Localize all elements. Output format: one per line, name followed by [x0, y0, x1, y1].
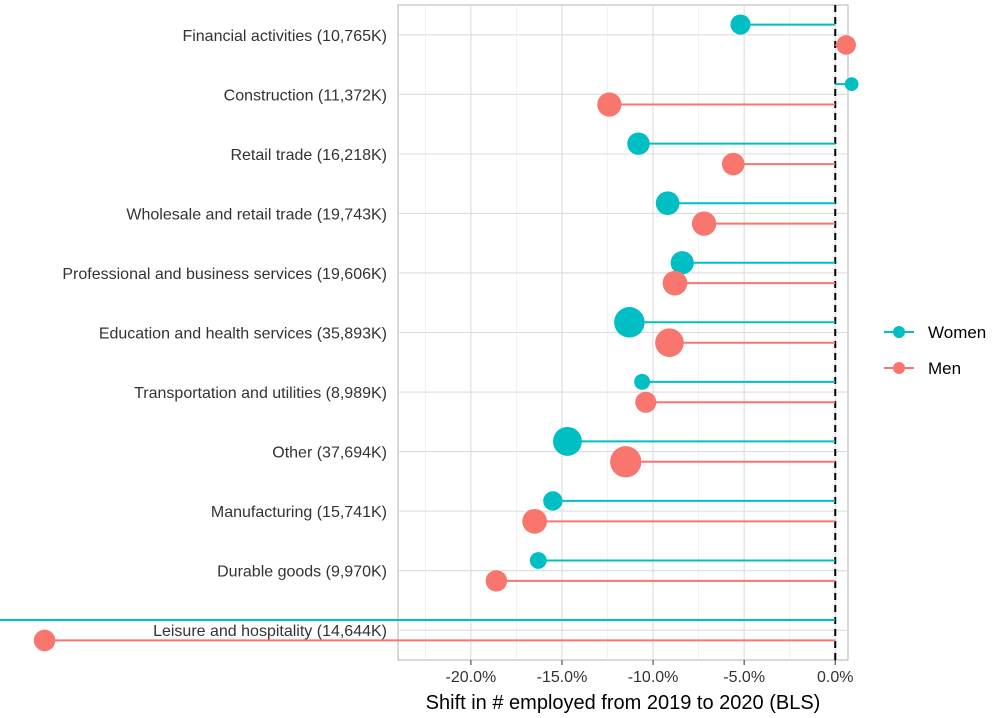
- point-men: [610, 446, 642, 478]
- category-label: Retail trade (16,218K): [230, 147, 387, 164]
- point-men: [691, 211, 717, 236]
- category-label: Transportation and utilities (8,989K): [134, 385, 387, 402]
- point-men: [33, 629, 56, 652]
- point-men: [485, 570, 508, 592]
- x-tick-label: 0.0%: [817, 669, 853, 686]
- legend-key-point: [893, 326, 905, 338]
- legend-label: Women: [928, 323, 986, 342]
- point-women: [552, 426, 582, 456]
- category-label: Leisure and hospitality (14,644K): [153, 623, 387, 640]
- category-label: Manufacturing (15,741K): [211, 504, 387, 521]
- category-label: Financial activities (10,765K): [182, 28, 387, 45]
- point-women: [634, 373, 651, 390]
- x-tick-label: -15.0%: [537, 669, 588, 686]
- x-tick-label: -20.0%: [446, 669, 497, 686]
- point-women: [529, 552, 547, 569]
- category-labels: Financial activities (10,765K) Constructi…: [62, 28, 387, 640]
- point-men: [655, 328, 684, 358]
- point-men: [836, 35, 856, 55]
- point-men: [662, 270, 688, 296]
- point-women: [543, 491, 563, 511]
- point-women: [627, 132, 650, 155]
- point-men: [721, 152, 745, 176]
- point-men: [635, 391, 657, 413]
- point-men: [522, 508, 548, 534]
- point-women: [844, 77, 859, 91]
- x-axis-title: Shift in # employed from 2019 to 2020 (B…: [426, 692, 821, 714]
- x-tick-label: -5.0%: [723, 669, 765, 686]
- point-women: [730, 14, 751, 35]
- category-label: Other (37,694K): [272, 445, 387, 462]
- x-tick-label: -10.0%: [628, 669, 679, 686]
- point-men: [597, 92, 622, 117]
- legend-label: Men: [928, 359, 961, 378]
- category-label: Construction (11,372K): [224, 87, 387, 104]
- x-axis-ticks: -20.0% -15.0% -10.0% -5.0% 0.0%: [446, 660, 853, 686]
- data-marks: [0, 14, 859, 652]
- category-label: Wholesale and retail trade (19,743K): [126, 206, 387, 223]
- category-label: Education and health services (35,893K): [99, 326, 387, 343]
- legend-key-point: [893, 362, 905, 374]
- point-women: [614, 307, 645, 338]
- legend: Women Men: [884, 323, 986, 378]
- category-label: Professional and business services (19,6…: [62, 266, 387, 283]
- category-label: Durable goods (9,970K): [217, 564, 387, 581]
- point-women: [670, 251, 694, 275]
- point-women: [655, 191, 680, 216]
